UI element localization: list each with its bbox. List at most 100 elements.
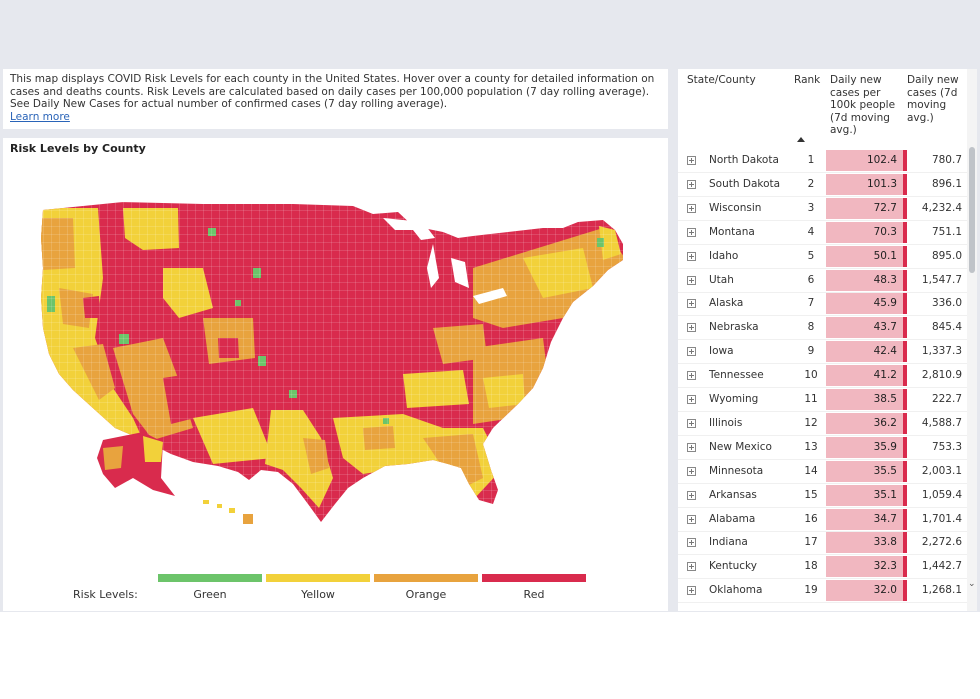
header-state[interactable]: State/County xyxy=(687,74,756,86)
expand-icon[interactable] xyxy=(687,347,696,357)
sort-ascending-icon[interactable] xyxy=(797,137,805,142)
expand-icon[interactable] xyxy=(687,418,696,428)
expand-icon[interactable] xyxy=(687,323,696,333)
table-row[interactable]: New Mexico 13 35.9 753.3 xyxy=(678,436,967,460)
expand-icon[interactable] xyxy=(687,562,696,572)
rate-indicator xyxy=(903,580,907,602)
state-name: Nebraska xyxy=(709,321,759,334)
rate-value: 50.1 xyxy=(873,249,897,262)
table-row[interactable]: Wisconsin 3 72.7 4,232.4 xyxy=(678,197,967,221)
header-cases[interactable]: Daily new cases (7d moving avg.) xyxy=(907,74,959,124)
expand-icon[interactable] xyxy=(687,490,696,500)
header-cases-line: Daily new xyxy=(907,74,959,86)
state-name: Idaho xyxy=(709,249,739,262)
expand-icon[interactable] xyxy=(687,395,696,404)
table-row[interactable]: Utah 6 48.3 1,547.7 xyxy=(678,269,967,293)
learn-more-link[interactable]: Learn more xyxy=(10,110,70,123)
expand-icon[interactable] xyxy=(687,227,696,237)
table-row[interactable]: Arkansas 15 35.1 1,059.4 xyxy=(678,484,967,508)
rate-cell: 35.1 xyxy=(826,484,907,506)
us-county-risk-map[interactable] xyxy=(3,178,668,568)
table-row[interactable]: Minnesota 14 35.5 2,003.1 xyxy=(678,460,967,484)
rate-cell: 32.0 xyxy=(826,580,907,602)
state-table: State/County Rank Daily new cases per 10… xyxy=(678,69,977,611)
header-rate[interactable]: Daily new cases per 100k people (7d movi… xyxy=(830,74,895,137)
expand-icon[interactable] xyxy=(687,514,696,524)
scroll-down-icon[interactable]: ⌄ xyxy=(968,579,976,589)
table-row[interactable]: Tennessee 10 41.2 2,810.9 xyxy=(678,364,967,389)
row-divider xyxy=(678,554,967,556)
expand-icon[interactable] xyxy=(687,299,696,309)
rate-cell: 35.9 xyxy=(826,436,907,458)
table-row[interactable]: Alabama 16 34.7 1,701.4 xyxy=(678,508,967,532)
rate-value: 43.7 xyxy=(873,321,897,334)
table-row[interactable]: Idaho 5 50.1 895.0 xyxy=(678,245,967,269)
table-row[interactable]: Wyoming 11 38.5 222.7 xyxy=(678,388,967,412)
table-row[interactable]: Oklahoma 19 32.0 1,268.1 xyxy=(678,579,967,604)
state-name: Oklahoma xyxy=(709,584,763,597)
state-name: Arkansas xyxy=(709,488,757,501)
expand-icon[interactable] xyxy=(687,203,696,213)
rank-value: 10 xyxy=(804,369,818,382)
row-divider xyxy=(678,506,967,508)
expand-icon[interactable] xyxy=(687,371,696,381)
table-row[interactable]: Kentucky 18 32.3 1,442.7 xyxy=(678,555,967,580)
map-great-lakes xyxy=(383,218,507,304)
expand-icon[interactable] xyxy=(687,538,696,548)
rate-indicator xyxy=(903,436,907,458)
expand-icon[interactable] xyxy=(687,442,696,452)
state-name: Iowa xyxy=(709,345,734,358)
state-name: Minnesota xyxy=(709,464,764,477)
table-row[interactable]: Indiana 17 33.8 2,272.6 xyxy=(678,531,967,556)
row-divider xyxy=(678,458,967,460)
rate-cell: 70.3 xyxy=(826,221,907,243)
rate-indicator xyxy=(903,150,907,171)
rank-value: 16 xyxy=(804,512,818,525)
row-divider xyxy=(678,363,967,365)
table-row[interactable]: Alaska 7 45.9 336.0 xyxy=(678,292,967,317)
state-name: Indiana xyxy=(709,536,748,549)
table-row[interactable]: South Dakota 2 101.3 896.1 xyxy=(678,173,967,197)
expand-icon[interactable] xyxy=(687,466,696,476)
rate-indicator xyxy=(903,365,907,387)
rate-value: 38.5 xyxy=(873,393,897,405)
rate-cell: 102.4 xyxy=(826,150,907,171)
rank-value: 9 xyxy=(807,345,815,358)
expand-icon[interactable] xyxy=(687,179,696,189)
expand-icon[interactable] xyxy=(687,251,696,261)
rank-value: 13 xyxy=(804,440,818,453)
expand-icon[interactable] xyxy=(687,156,696,165)
rate-cell: 38.5 xyxy=(826,389,907,410)
state-name: Alabama xyxy=(709,512,756,525)
header-cases-line: avg.) xyxy=(907,111,934,124)
state-name: Montana xyxy=(709,225,755,238)
table-row[interactable]: Montana 4 70.3 751.1 xyxy=(678,221,967,245)
legend-text-red: Red xyxy=(523,588,545,601)
row-divider xyxy=(678,195,967,197)
rank-value: 11 xyxy=(804,393,818,405)
rate-value: 35.9 xyxy=(873,440,897,453)
row-divider xyxy=(678,172,967,173)
rate-cell: 72.7 xyxy=(826,197,907,219)
rank-value: 5 xyxy=(807,249,815,262)
table-row[interactable]: Illinois 12 36.2 4,588.7 xyxy=(678,412,967,436)
expand-icon[interactable] xyxy=(687,586,696,596)
rank-value: 19 xyxy=(804,584,818,597)
expand-icon[interactable] xyxy=(687,275,696,285)
rate-cell: 45.9 xyxy=(826,293,907,315)
header-rate-line: (7d moving xyxy=(830,111,890,124)
top-background xyxy=(0,0,980,66)
table-row[interactable]: North Dakota 1 102.4 780.7 xyxy=(678,149,967,173)
table-row[interactable]: Nebraska 8 43.7 845.4 xyxy=(678,316,967,341)
cases-value: 1,442.7 xyxy=(921,560,962,573)
scrollbar-thumb[interactable] xyxy=(969,147,975,273)
header-rank[interactable]: Rank xyxy=(794,74,821,86)
rate-value: 101.3 xyxy=(866,177,897,190)
cases-value: 2,003.1 xyxy=(921,464,962,477)
legend-item-orange: Orange xyxy=(374,574,478,601)
scrollbar[interactable]: ⌄ xyxy=(967,69,977,611)
table-row[interactable]: Iowa 9 42.4 1,337.3 xyxy=(678,340,967,365)
rate-cell: 36.2 xyxy=(826,412,907,434)
cases-value: 751.1 xyxy=(931,225,962,238)
legend-item-green: Green xyxy=(158,574,262,601)
